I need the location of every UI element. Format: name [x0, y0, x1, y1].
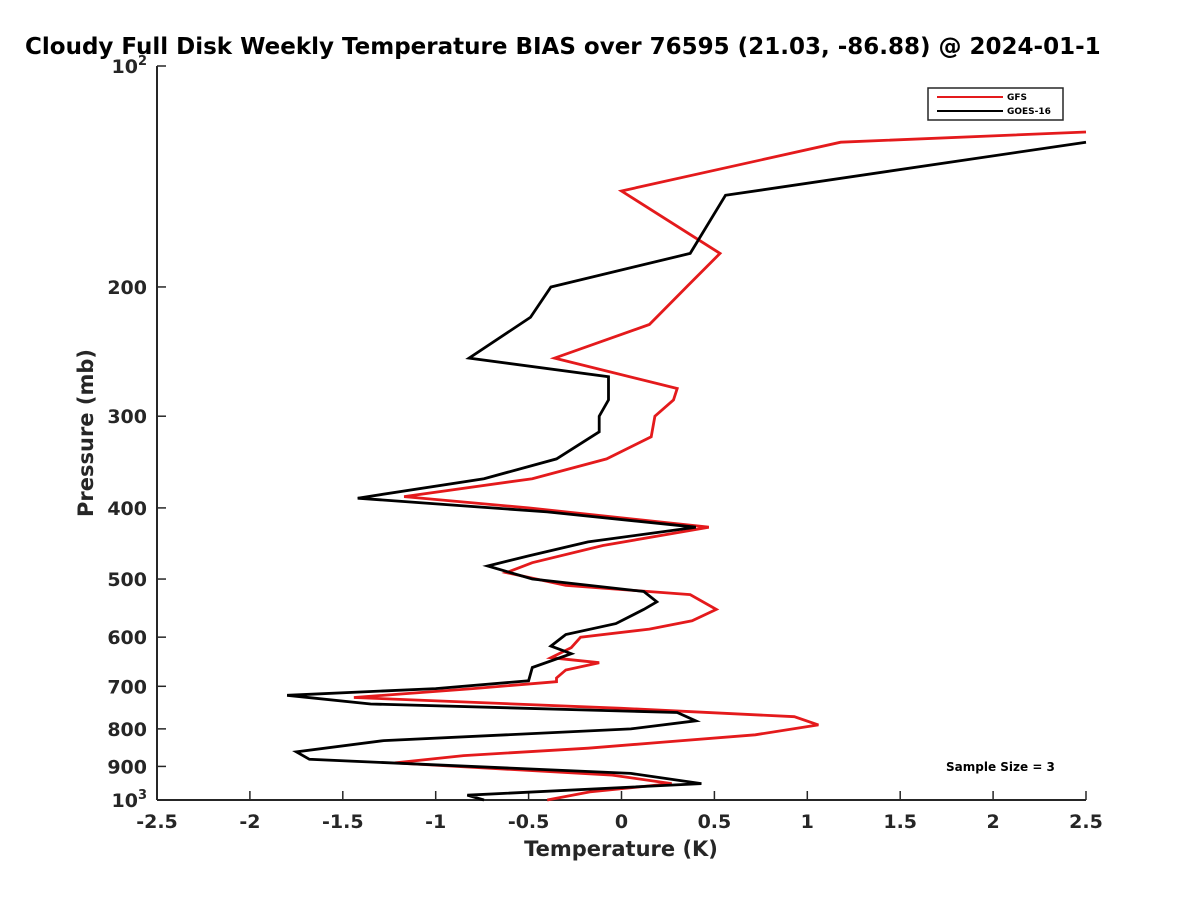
- x-tick-label: -2: [239, 811, 260, 833]
- x-tick-label: 2.5: [1069, 811, 1103, 833]
- legend-label-gfs: GFS: [1007, 93, 1027, 103]
- plot-area: [156, 66, 1086, 801]
- x-tick-label: 0.5: [698, 811, 732, 833]
- x-tick-label: -2.5: [136, 811, 178, 833]
- y-tick-label: 103: [112, 788, 148, 812]
- x-axis-label: Temperature (K): [524, 837, 718, 861]
- y-tick-label: 500: [107, 569, 147, 591]
- x-tick-label: -1.5: [322, 811, 364, 833]
- y-tick-label: 200: [107, 277, 147, 299]
- chart-title: Cloudy Full Disk Weekly Temperature BIAS…: [25, 34, 1101, 60]
- x-axis-ticks: -2.5 -2 -1.5 -1 -0.5 0 0.5 1 1.5 2 2.5: [136, 791, 1103, 833]
- x-tick-label: -1: [425, 811, 446, 833]
- legend: GFS GOES-16: [927, 87, 1064, 121]
- y-tick-label: 300: [107, 406, 147, 428]
- x-tick-label: 1.5: [883, 811, 917, 833]
- legend-box: [927, 87, 1064, 121]
- x-tick-label: 2: [986, 811, 999, 833]
- y-tick-label: 600: [107, 627, 147, 649]
- y-tick-label: 102: [112, 54, 148, 78]
- y-tick-label: 900: [107, 756, 147, 778]
- y-axis-ticks: 102 200 300 400 500 600 700 800 900 103: [107, 54, 166, 812]
- x-tick-label: 1: [801, 811, 814, 833]
- y-tick-label: 700: [107, 676, 147, 698]
- y-axis-label: Pressure (mb): [74, 349, 98, 517]
- sample-size-annotation: Sample Size = 3: [946, 760, 1055, 774]
- series-lines: [286, 130, 1087, 802]
- x-tick-label: -0.5: [508, 811, 550, 833]
- series-line-goes16: [286, 140, 1087, 802]
- series-line-gfs: [353, 130, 1087, 802]
- x-tick-label: 0: [615, 811, 628, 833]
- y-tick-label: 800: [107, 719, 147, 741]
- y-tick-label: 400: [107, 498, 147, 520]
- legend-label-goes16: GOES-16: [1007, 107, 1051, 117]
